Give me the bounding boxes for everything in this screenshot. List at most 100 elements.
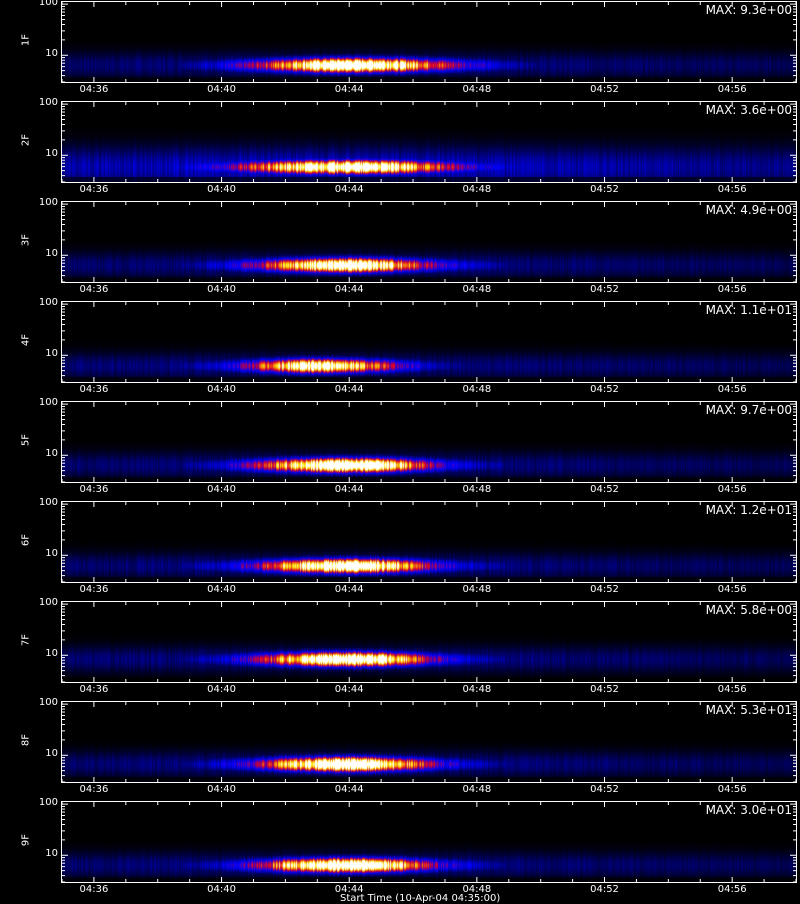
panel-y-label: 1F	[20, 33, 32, 47]
y-tick-label: 10	[45, 148, 58, 160]
x-tick-label: 04:52	[590, 384, 619, 395]
max-value-label: MAX: 5.3e+01	[705, 703, 792, 717]
x-tick-label: 04:36	[79, 284, 109, 295]
axis-ticks	[61, 802, 797, 883]
x-tick-label: 04:48	[462, 184, 492, 195]
y-tick-label: 10	[45, 348, 58, 360]
panel-y-label: 3F	[20, 233, 32, 247]
x-tick-label: 04:56	[717, 784, 747, 795]
max-value-label: MAX: 1.1e+01	[705, 303, 792, 317]
x-tick-label: 04:36	[79, 484, 109, 495]
x-tick-label: 04:52	[590, 684, 619, 695]
x-tick-label: 04:36	[79, 184, 109, 195]
y-tick-label: 100	[38, 197, 58, 209]
x-tick-label: 04:52	[590, 584, 619, 595]
panel-9f: 9F 10 100 MAX: 3.0e+01 04:36 04:40 04:44 04:48 0…	[0, 797, 800, 900]
spectrogram-plot-area: MAX: 3.0e+01	[61, 801, 797, 883]
y-tick-label: 10	[45, 648, 58, 660]
max-value-label: MAX: 4.9e+00	[705, 203, 792, 217]
x-tick-label: 04:56	[717, 384, 747, 395]
spectrogram-image	[62, 302, 796, 382]
max-value-label: MAX: 5.8e+00	[705, 603, 792, 617]
axis-ticks	[61, 602, 797, 683]
y-tick-label: 10	[45, 48, 58, 60]
spectrogram-image	[62, 102, 796, 182]
panel-y-label: 7F	[20, 633, 32, 647]
max-value-label: MAX: 9.7e+00	[705, 403, 792, 417]
x-tick-label: 04:52	[590, 784, 619, 795]
y-tick-label: 10	[45, 848, 58, 860]
x-tick-label: 04:44	[334, 784, 364, 795]
x-tick-label: 04:44	[334, 84, 364, 95]
y-tick-label: 100	[38, 397, 58, 409]
x-tick-label: 04:36	[79, 684, 109, 695]
panel-4f: 4F 10 100 MAX: 1.1e+01 04:36 04:40 04:44 04:48 0…	[0, 297, 800, 400]
x-tick-label: 04:40	[207, 784, 236, 795]
axis-ticks	[61, 2, 797, 83]
axis-ticks	[61, 202, 797, 283]
y-tick-label: 100	[38, 497, 58, 509]
x-tick-label: 04:40	[207, 184, 236, 195]
spectrogram-plot-area: MAX: 3.6e+00	[61, 101, 797, 183]
x-tick-label: 04:56	[717, 284, 747, 295]
spectrogram-image	[62, 702, 796, 782]
axis-ticks	[61, 402, 797, 483]
x-tick-label: 04:36	[79, 84, 109, 95]
y-tick-label: 100	[38, 597, 58, 609]
x-tick-label: 04:52	[590, 284, 619, 295]
y-tick-label: 10	[45, 448, 58, 460]
x-tick-label: 04:52	[590, 184, 619, 195]
x-tick-label: 04:48	[462, 884, 492, 895]
x-tick-label: 04:52	[590, 84, 619, 95]
axis-ticks	[61, 302, 797, 383]
spectrogram-plot-area: MAX: 4.9e+00	[61, 201, 797, 283]
x-tick-label: 04:48	[462, 384, 492, 395]
x-tick-label: 04:48	[462, 584, 492, 595]
spectrogram-image	[62, 502, 796, 582]
y-tick-label: 10	[45, 748, 58, 760]
max-value-label: MAX: 3.0e+01	[705, 803, 792, 817]
axis-ticks	[61, 102, 797, 183]
y-tick-label: 100	[38, 0, 58, 9]
panel-2f: 2F 10 100 MAX: 3.6e+00 04:36 04:40 04:44 04:48 0…	[0, 97, 800, 200]
max-value-label: MAX: 1.2e+01	[705, 503, 792, 517]
axis-ticks	[61, 502, 797, 583]
y-tick-label: 10	[45, 248, 58, 260]
panel-7f: 7F 10 100 MAX: 5.8e+00 04:36 04:40 04:44 04:48 0…	[0, 597, 800, 700]
panel-5f: 5F 10 100 MAX: 9.7e+00 04:36 04:40 04:44 04:48 0…	[0, 397, 800, 500]
x-tick-label: 04:44	[334, 884, 364, 895]
spectrogram-plot-area: MAX: 9.7e+00	[61, 401, 797, 483]
x-tick-label: 04:40	[207, 384, 236, 395]
x-axis-title: Start Time (10-Apr-04 04:35:00)	[340, 893, 501, 904]
panel-y-label: 4F	[20, 333, 32, 347]
spectrogram-image	[62, 2, 796, 82]
x-tick-label: 04:48	[462, 84, 492, 95]
x-tick-label: 04:40	[207, 584, 236, 595]
x-tick-label: 04:48	[462, 484, 492, 495]
x-tick-label: 04:52	[590, 484, 619, 495]
spectrogram-plot-area: MAX: 5.8e+00	[61, 601, 797, 683]
spectrogram-image	[62, 802, 796, 882]
panel-y-label: 5F	[20, 433, 32, 447]
panel-y-label: 9F	[20, 833, 32, 847]
y-tick-label: 10	[45, 548, 58, 560]
x-tick-label: 04:40	[207, 484, 236, 495]
x-tick-label: 04:56	[717, 584, 747, 595]
x-tick-label: 04:40	[207, 684, 236, 695]
spectrogram-image	[62, 402, 796, 482]
panel-1f: 1F 10 100 MAX: 9.3e+00 04:36 04:40 04:44 04:48 0…	[0, 0, 800, 100]
x-tick-label: 04:44	[334, 484, 364, 495]
spectrogram-plot-area: MAX: 9.3e+00	[61, 1, 797, 83]
x-tick-label: 04:44	[334, 184, 364, 195]
spectrogram-plot-area: MAX: 1.2e+01	[61, 501, 797, 583]
y-tick-label: 100	[38, 697, 58, 709]
panel-y-label: 6F	[20, 533, 32, 547]
y-tick-label: 100	[38, 297, 58, 309]
x-tick-label: 04:44	[334, 284, 364, 295]
x-tick-label: 04:48	[462, 784, 492, 795]
x-tick-label: 04:44	[334, 384, 364, 395]
x-tick-label: 04:48	[462, 284, 492, 295]
x-tick-label: 04:36	[79, 584, 109, 595]
panel-6f: 6F 10 100 MAX: 1.2e+01 04:36 04:40 04:44 04:48 0…	[0, 497, 800, 600]
x-tick-label: 04:36	[79, 884, 109, 895]
